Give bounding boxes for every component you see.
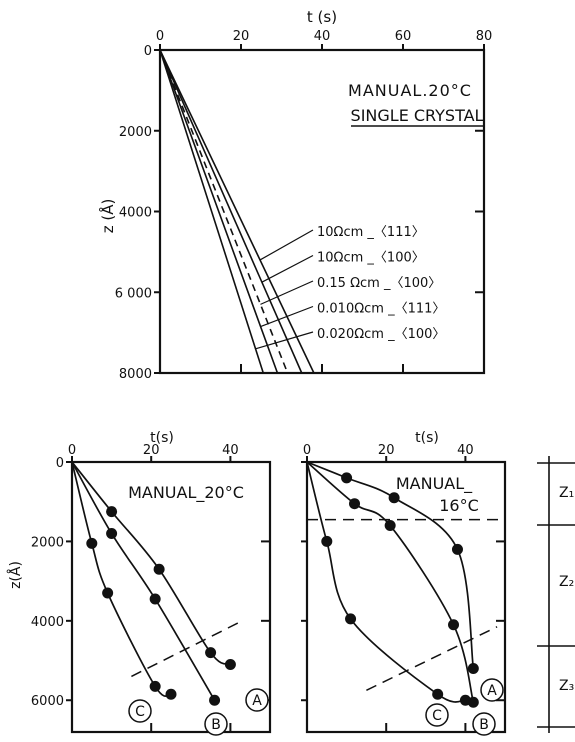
data-point — [448, 619, 460, 631]
data-point — [467, 662, 479, 674]
series-marker-label: B — [479, 717, 489, 733]
series-marker-label: A — [252, 693, 262, 709]
series-marker-label: C — [135, 704, 145, 720]
data-point — [224, 659, 236, 670]
y-tick-label: 8000 — [119, 367, 152, 382]
top-leader-line — [260, 280, 314, 305]
series-marker-circle — [480, 678, 504, 702]
series-curve — [306, 461, 475, 703]
y-tick-label: 2000 — [31, 535, 64, 550]
x-tick-label: 60 — [395, 29, 412, 44]
series-marker-label: C — [432, 708, 442, 724]
x-tick-label: 40 — [457, 443, 474, 458]
x-tick-label: 20 — [378, 443, 395, 458]
data-point — [205, 647, 217, 659]
series-marker-circle — [204, 712, 228, 736]
data-point — [341, 472, 353, 484]
top-leader-line — [260, 305, 314, 328]
top-x-axis-label: t (s) — [307, 8, 337, 26]
bl-plot-frame — [70, 460, 272, 734]
y-tick-label: 6 000 — [115, 286, 152, 301]
top-leader-line — [255, 331, 314, 350]
y-tick-label: 6000 — [31, 694, 64, 709]
bm-chart-subtitle: 16°C — [439, 496, 479, 515]
data-point — [384, 520, 396, 532]
y-tick-label: 0 — [144, 44, 152, 59]
x-tick-label: 20 — [143, 443, 160, 458]
y-tick-label: 4000 — [119, 206, 152, 221]
series-marker-circle — [472, 712, 496, 736]
top-series-label: 10Ωcm _〈111〉 — [317, 225, 425, 240]
bm-plot-frame — [305, 460, 507, 734]
bottom-left-chart: t(s) z(Å) MANUAL_20°C 0 20 40 0 2000 4000 6000… — [7, 430, 272, 736]
data-point — [209, 694, 221, 706]
y-tick-label: 4000 — [31, 615, 64, 630]
x-tick-label: 0 — [303, 443, 311, 458]
top-chart-title: MANUAL.20°C — [348, 81, 472, 100]
data-point — [451, 543, 463, 555]
y-tick-label: 0 — [56, 456, 64, 471]
x-tick-label: 80 — [476, 29, 493, 44]
bl-x-axis-label: t(s) — [150, 430, 174, 446]
top-series-line — [159, 49, 289, 374]
bottom-middle-chart: t(s) MANUAL_ 16°C 0 20 40 A B C — [301, 430, 507, 736]
x-tick-label: 20 — [233, 29, 250, 44]
data-point — [459, 694, 471, 706]
data-point — [86, 537, 98, 549]
data-point — [149, 680, 161, 692]
data-point — [106, 527, 118, 539]
top-series-label: 10Ωcm _〈100〉 — [317, 251, 425, 266]
data-point — [321, 535, 333, 547]
x-tick-label: 0 — [156, 29, 164, 44]
top-series-label: 0.020Ωcm _〈100〉 — [317, 327, 445, 342]
x-tick-label: 0 — [68, 443, 76, 458]
dashed-line — [131, 622, 239, 678]
series-curve — [306, 461, 475, 669]
y-tick-label: 2000 — [119, 125, 152, 140]
top-series-line — [159, 49, 265, 374]
zone-label-z3: Z₃ — [559, 678, 574, 694]
top-chart: t (s) z (Å) MANUAL.20°C SINGLE CRYSTAL 0… — [98, 8, 492, 382]
top-series-line — [159, 49, 279, 374]
x-tick-label: 40 — [222, 443, 239, 458]
series-marker-circle — [245, 688, 269, 712]
bl-chart-title: MANUAL_20°C — [128, 483, 244, 503]
data-point — [349, 498, 361, 510]
dashed-line — [366, 626, 498, 691]
data-point — [102, 587, 114, 599]
top-y-axis-label: z (Å) — [98, 199, 117, 234]
zone-label-z1: Z₁ — [559, 485, 574, 501]
data-point — [149, 593, 161, 605]
data-point — [106, 506, 118, 518]
top-chart-subtitle: SINGLE CRYSTAL — [351, 106, 484, 125]
top-series-label: 0.010Ωcm _〈111〉 — [317, 302, 445, 317]
data-point — [345, 613, 357, 625]
series-marker-label: A — [487, 683, 497, 699]
series-marker-circle — [128, 699, 152, 723]
x-tick-label: 40 — [314, 29, 331, 44]
bl-y-axis-label: z(Å) — [7, 561, 24, 589]
top-series-line — [159, 49, 315, 374]
data-point — [432, 688, 444, 700]
data-point — [153, 563, 165, 575]
top-series-line — [159, 49, 303, 374]
top-leader-line — [259, 229, 314, 261]
data-point — [165, 688, 177, 700]
series-marker-label: B — [211, 717, 221, 733]
series-curve — [71, 461, 216, 701]
bm-x-axis-label: t(s) — [415, 430, 439, 446]
data-point — [388, 492, 400, 504]
top-leader-line — [261, 254, 314, 283]
top-series-label: 0.15 Ωcm _〈100〉 — [317, 276, 441, 291]
bm-chart-title: MANUAL_ — [396, 474, 473, 494]
series-marker-circle — [425, 703, 449, 727]
zone-label-z2: Z₂ — [559, 574, 574, 590]
zone-diagram: Z₁ Z₂ Z₃ — [537, 456, 575, 733]
